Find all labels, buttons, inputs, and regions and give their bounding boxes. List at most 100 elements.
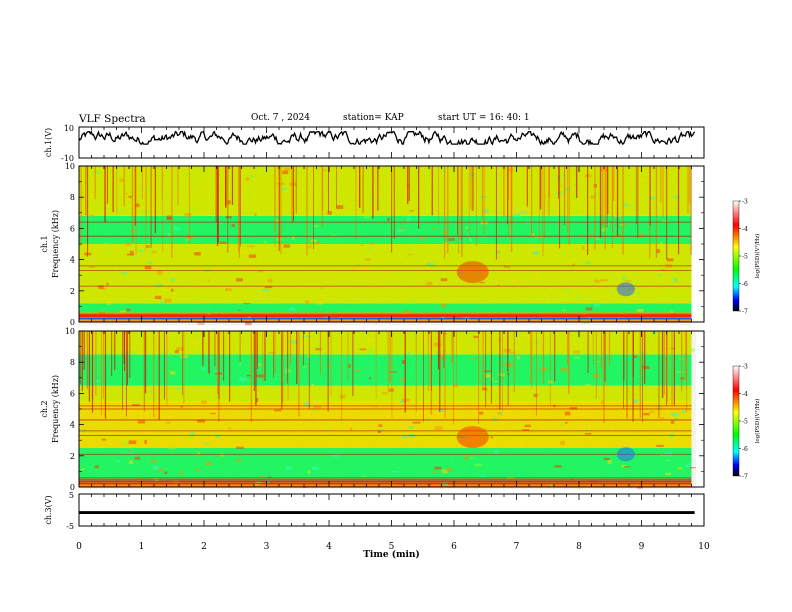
ylabel: Frequency (kHz)	[51, 210, 60, 278]
speckle	[281, 187, 287, 190]
speckle	[666, 258, 674, 262]
speckle	[106, 282, 109, 286]
speckle	[629, 280, 633, 285]
speckle	[292, 235, 295, 240]
chart-title: VLF Spectra	[79, 113, 146, 125]
spectral-band	[79, 331, 692, 355]
speckle	[620, 223, 624, 226]
speckle	[497, 284, 500, 286]
ch1-spectrogram	[79, 166, 692, 326]
speckle	[243, 410, 250, 413]
speckle	[257, 270, 264, 273]
speckle	[93, 171, 101, 174]
speckle	[440, 303, 447, 308]
speckle	[653, 331, 657, 335]
xtick-label: 4	[326, 542, 332, 552]
speckle	[426, 281, 433, 286]
speckle	[178, 409, 184, 412]
speckle	[193, 342, 199, 345]
ytick-label: 8	[70, 358, 75, 367]
speckle	[227, 200, 231, 205]
speckle	[431, 227, 437, 230]
speckle	[554, 206, 558, 209]
speckle	[362, 475, 366, 478]
speckle	[168, 447, 176, 450]
speckle	[382, 392, 387, 395]
speckle	[197, 321, 205, 325]
speckle	[418, 238, 427, 241]
speckle	[585, 428, 589, 432]
speckle	[106, 250, 111, 254]
spectral-band	[79, 166, 692, 216]
speckle	[565, 421, 568, 424]
speckle	[389, 388, 394, 392]
speckle	[670, 412, 679, 417]
ch2-colorbar: -3 -4 -5 -6 -7 log(PSD)(V²/Hz)	[732, 364, 761, 481]
speckle	[160, 300, 163, 304]
ch1-waveform-line	[78, 130, 696, 147]
ytick-label: 0	[70, 318, 75, 327]
speckle	[469, 238, 472, 242]
speckle	[517, 356, 521, 360]
speckle	[372, 406, 378, 408]
speckle	[172, 480, 179, 485]
speckle	[284, 167, 290, 171]
low-power-patch	[616, 282, 635, 297]
speckle	[166, 217, 173, 221]
speckle	[171, 278, 175, 282]
time-ticks	[78, 127, 705, 158]
speckle	[546, 209, 555, 212]
speckle	[377, 430, 382, 434]
speckle	[594, 280, 601, 283]
ytick-label: 6	[70, 224, 75, 233]
speckle	[378, 199, 381, 204]
speckle	[99, 310, 104, 312]
speckle	[660, 417, 665, 420]
speckle	[560, 252, 565, 256]
speckle	[235, 278, 243, 282]
speckle	[371, 245, 377, 248]
speckle	[323, 169, 327, 171]
speckle	[475, 463, 482, 467]
spectral-band	[79, 312, 692, 322]
speckle	[604, 457, 610, 461]
speckle	[496, 177, 500, 180]
speckle	[688, 348, 695, 352]
speckle	[365, 258, 371, 261]
speckle	[236, 446, 244, 449]
speckle	[131, 404, 140, 407]
speckle	[106, 300, 112, 305]
speckle	[675, 371, 684, 373]
speckle	[438, 408, 445, 412]
speckle	[398, 338, 404, 343]
speckle	[633, 355, 637, 359]
ytick-label: 5	[69, 491, 74, 500]
speckle	[409, 248, 413, 251]
date-label: Oct. 7 , 2024	[251, 113, 310, 123]
ytick-label: 0	[70, 483, 75, 492]
speckle	[166, 421, 172, 424]
speckle	[184, 213, 192, 217]
colorbar-tick-label: -3	[742, 199, 748, 206]
speckle	[583, 407, 587, 410]
speckle	[94, 200, 99, 204]
speckle	[242, 399, 248, 403]
speckle	[125, 192, 128, 195]
speckle	[238, 362, 242, 365]
speckle	[370, 347, 376, 352]
speckle	[203, 270, 211, 272]
speckle	[493, 252, 501, 256]
spectral-band	[79, 303, 692, 313]
speckle	[225, 216, 232, 219]
ytick-label: -10	[61, 154, 74, 163]
speckle	[149, 460, 158, 463]
speckle	[560, 368, 568, 372]
spectral-band	[79, 215, 692, 244]
speckle	[573, 350, 580, 354]
speckle	[660, 268, 665, 271]
speckle	[408, 426, 414, 429]
speckle	[495, 387, 500, 392]
hotspot	[456, 261, 489, 284]
speckle	[311, 385, 318, 387]
